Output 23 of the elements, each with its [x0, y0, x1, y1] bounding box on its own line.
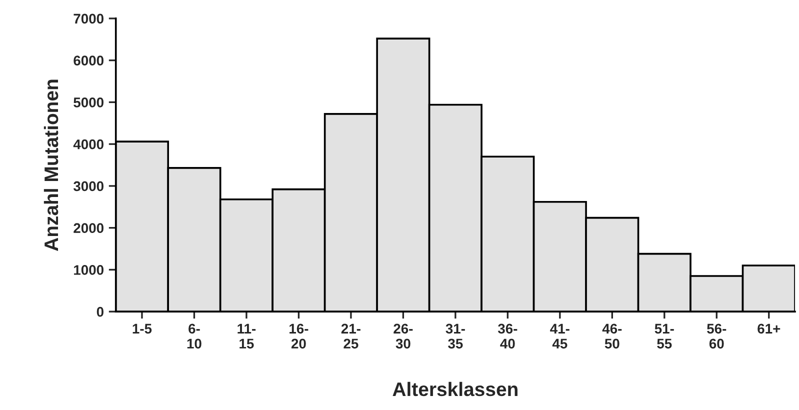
x-tick-label: 21- 25	[341, 324, 360, 349]
x-tick-label: 61+	[758, 324, 780, 334]
x-tick-label: 6- 10	[187, 324, 202, 349]
y-tick-label: 4000	[73, 139, 104, 150]
x-tick-label: 1-5	[132, 324, 152, 334]
x-tick-label: 36- 40	[498, 324, 518, 349]
x-tick-label: 46- 50	[602, 324, 622, 349]
y-tick-label: 2000	[74, 223, 104, 234]
x-tick-label: 51- 55	[654, 324, 674, 349]
y-tick-label: 3000	[73, 181, 104, 192]
x-tick-label: 41- 45	[550, 324, 570, 349]
y-tick-label: 0	[96, 306, 104, 317]
y-tick-label: 6000	[74, 56, 104, 66]
y-axis-title: Anzahl Mutationen	[44, 80, 58, 251]
y-tick-label: 1000	[74, 265, 104, 275]
x-tick-label: 11- 15	[238, 324, 256, 349]
x-tick-label: 31- 35	[446, 324, 465, 349]
x-tick-label: 56- 60	[707, 324, 726, 349]
x-axis-title: Altersklassen	[392, 382, 518, 396]
y-tick-label: 5000	[74, 98, 104, 108]
x-tick-label: 16- 20	[290, 324, 308, 349]
x-tick-label: 26- 30	[394, 324, 413, 349]
y-tick-label: 7000	[74, 14, 104, 24]
